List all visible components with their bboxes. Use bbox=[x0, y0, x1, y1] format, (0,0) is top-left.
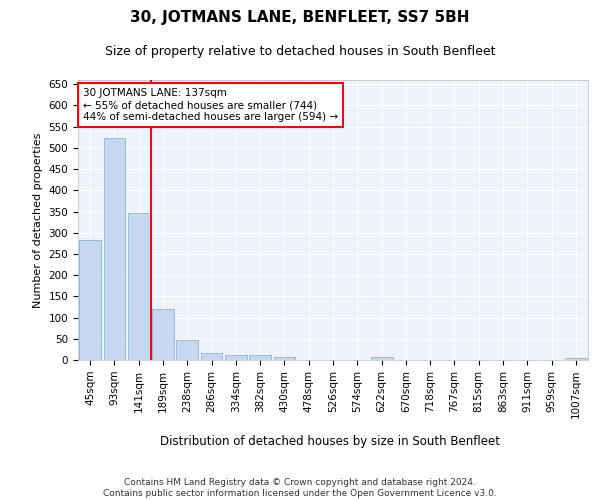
Bar bbox=[176, 340, 198, 360]
Bar bbox=[200, 353, 223, 360]
Bar bbox=[152, 309, 174, 360]
Bar bbox=[249, 356, 271, 360]
Bar bbox=[128, 213, 149, 360]
Text: 30, JOTMANS LANE, BENFLEET, SS7 5BH: 30, JOTMANS LANE, BENFLEET, SS7 5BH bbox=[130, 10, 470, 25]
Bar bbox=[225, 355, 247, 360]
Text: 30 JOTMANS LANE: 137sqm
← 55% of detached houses are smaller (744)
44% of semi-d: 30 JOTMANS LANE: 137sqm ← 55% of detache… bbox=[83, 88, 338, 122]
Y-axis label: Number of detached properties: Number of detached properties bbox=[33, 132, 43, 308]
Bar bbox=[104, 138, 125, 360]
Bar bbox=[79, 240, 101, 360]
Text: Size of property relative to detached houses in South Benfleet: Size of property relative to detached ho… bbox=[105, 45, 495, 58]
Text: Distribution of detached houses by size in South Benfleet: Distribution of detached houses by size … bbox=[160, 435, 500, 448]
Bar bbox=[274, 357, 295, 360]
Text: Contains HM Land Registry data © Crown copyright and database right 2024.
Contai: Contains HM Land Registry data © Crown c… bbox=[103, 478, 497, 498]
Bar bbox=[371, 358, 392, 360]
Bar bbox=[565, 358, 587, 360]
